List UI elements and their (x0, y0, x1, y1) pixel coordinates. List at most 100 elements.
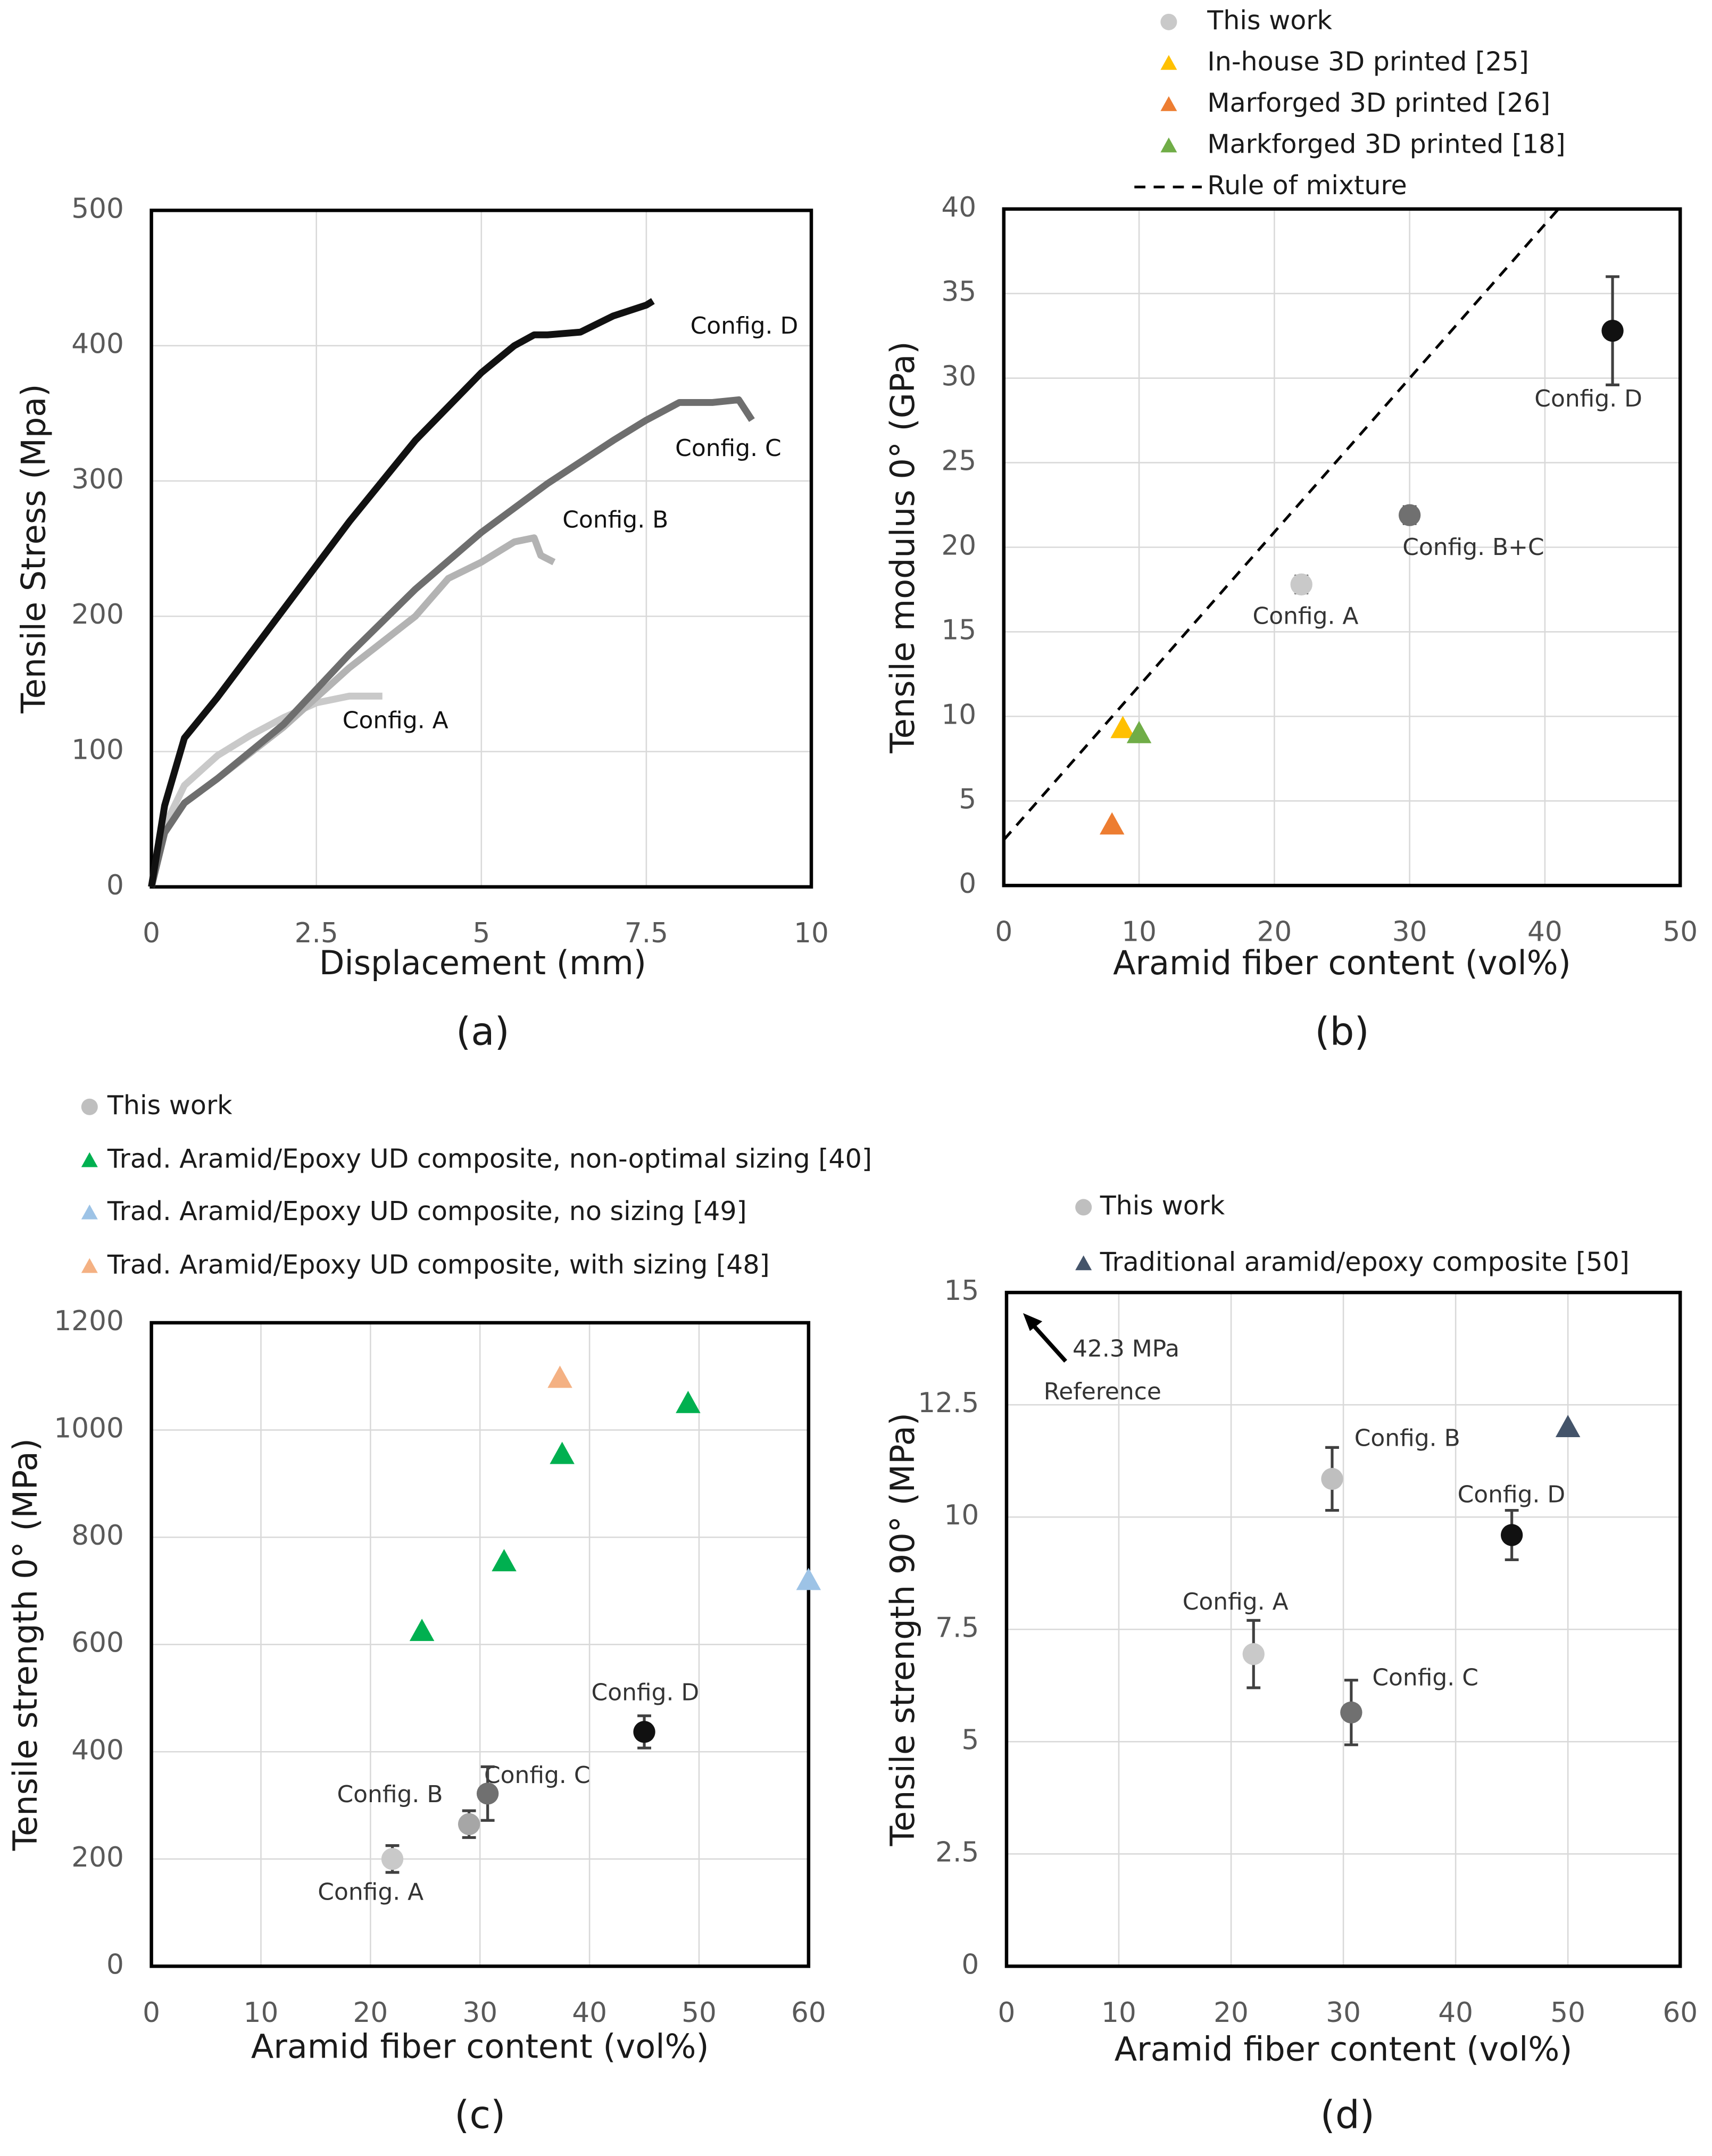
legend-marker (81, 1152, 98, 1167)
annotation: Config. D (592, 1679, 700, 1706)
x-tick-label: 60 (791, 1997, 826, 2029)
legend-label: In-house 3D printed [25] (1207, 46, 1529, 77)
y-tick-label: 0 (959, 868, 976, 900)
x-axis-title: Aramid fiber content (vol%) (1115, 2030, 1573, 2069)
y-tick-label: 30 (941, 361, 976, 393)
y-tick-label: 25 (941, 445, 976, 477)
annotation: Config. B+C (1402, 534, 1544, 561)
y-tick-label: 0 (106, 1948, 124, 1980)
y-tick-label: 12.5 (918, 1387, 979, 1419)
y-tick-label: 40 (941, 192, 976, 223)
x-tick-label: 40 (1527, 916, 1563, 948)
y-axis-title: Tensile modulus 0° (GPa) (883, 341, 922, 753)
y-tick-label: 10 (944, 1499, 979, 1531)
y-tick-label: 1000 (54, 1413, 124, 1445)
y-tick-label: 15 (944, 1275, 979, 1307)
y-tick-label: 5 (959, 783, 976, 815)
data-point (1340, 1701, 1362, 1724)
x-tick-label: 10 (244, 1997, 279, 2029)
legend-marker (1160, 13, 1177, 30)
annotation: Reference (1044, 1378, 1161, 1405)
x-tick-label: 10 (794, 917, 829, 949)
annotation: Config. B (1354, 1425, 1460, 1452)
y-tick-label: 1200 (54, 1305, 124, 1337)
legend-label: Trad. Aramid/Epoxy UD composite, with si… (107, 1249, 770, 1280)
legend-label: Marforged 3D printed [26] (1207, 87, 1550, 118)
x-tick-label: 0 (143, 917, 160, 949)
y-tick-label: 200 (71, 599, 124, 631)
legend-marker (1160, 137, 1177, 153)
legend-marker (81, 1204, 98, 1220)
legend-marker (81, 1258, 98, 1273)
legend-label: Rule of mixture (1207, 170, 1407, 201)
data-point (633, 1721, 655, 1743)
y-tick-label: 0 (106, 869, 124, 901)
y-tick-label: 10 (941, 699, 976, 731)
legend-label: This work (1207, 5, 1332, 36)
data-point (1242, 1643, 1265, 1665)
legend-marker (1160, 55, 1177, 70)
data-point (1398, 504, 1421, 526)
x-tick-label: 0 (995, 916, 1012, 948)
y-tick-label: 15 (941, 614, 976, 646)
y-axis-title: Tensile strength 90° (MPa) (883, 1413, 922, 1846)
x-tick-label: 10 (1121, 916, 1157, 948)
legend-label: Markforged 3D printed [18] (1207, 128, 1565, 159)
x-tick-label: 10 (1101, 1997, 1136, 2029)
y-tick-label: 400 (71, 1734, 124, 1766)
legend-marker (1075, 1199, 1092, 1216)
y-tick-label: 7.5 (935, 1612, 979, 1644)
annotation: Config. B (337, 1781, 443, 1808)
legend-label: Trad. Aramid/Epoxy UD composite, no sizi… (107, 1196, 747, 1226)
x-tick-label: 30 (1326, 1997, 1361, 2029)
y-tick-label: 600 (71, 1627, 124, 1659)
y-tick-label: 35 (941, 276, 976, 308)
legend-label: This work (107, 1090, 232, 1121)
data-point (1099, 812, 1125, 835)
annotation: Config. C (1372, 1664, 1478, 1691)
legend-marker (81, 1098, 98, 1115)
annotation: Config. C (484, 1762, 591, 1789)
annotation: Config. A (318, 1878, 423, 1905)
y-tick-label: 100 (71, 734, 124, 766)
caption: (d) (1320, 2093, 1375, 2138)
data-point (1290, 573, 1312, 596)
data-point (1126, 720, 1152, 743)
data-line (148, 692, 383, 888)
data-point (458, 1813, 480, 1835)
data-line (1002, 208, 1560, 841)
data-point (1601, 319, 1624, 342)
x-tick-label: 0 (143, 1997, 160, 2029)
x-tick-label: 7.5 (625, 917, 668, 949)
series-label: Config. C (675, 435, 782, 462)
plot-frame (1002, 207, 1682, 888)
x-axis-title: Aramid fiber content (vol%) (1113, 943, 1571, 982)
caption: (a) (456, 1009, 510, 1054)
x-tick-label: 0 (998, 1997, 1016, 2029)
data-point (1321, 1467, 1343, 1490)
data-point (550, 1441, 575, 1464)
annotation: Config. A (1183, 1588, 1289, 1615)
data-point (1555, 1415, 1581, 1437)
x-tick-label: 60 (1663, 1997, 1698, 2029)
plot-frame (149, 209, 813, 889)
series-label: Config. D (691, 312, 799, 339)
annotation: Config. D (1534, 385, 1642, 412)
x-tick-label: 50 (1550, 1997, 1585, 2029)
data-point (1110, 716, 1135, 739)
x-tick-label: 30 (1392, 916, 1427, 948)
data-line (148, 298, 655, 888)
x-axis-title: Displacement (mm) (319, 943, 646, 982)
x-tick-label: 40 (1438, 1997, 1473, 2029)
data-point (409, 1619, 435, 1641)
y-tick-label: 5 (961, 1724, 979, 1756)
data-point (476, 1782, 499, 1805)
legend-marker (1160, 96, 1177, 111)
reference-arrow-head (1023, 1313, 1043, 1331)
legend-label: This work (1100, 1190, 1225, 1221)
x-tick-label: 30 (462, 1997, 497, 2029)
y-tick-label: 800 (71, 1520, 124, 1552)
data-line (148, 396, 755, 888)
plot-frame (1004, 1290, 1682, 1968)
